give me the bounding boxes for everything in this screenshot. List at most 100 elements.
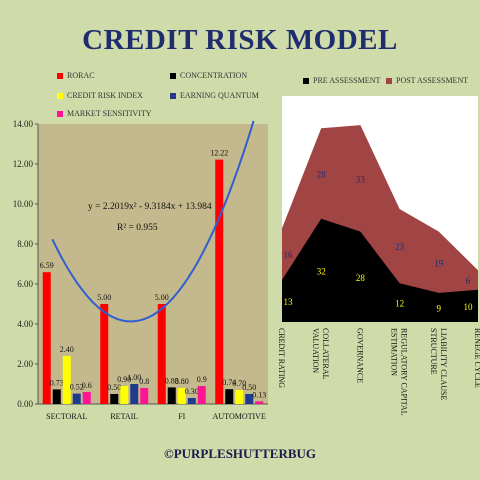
bar-rorac: [157, 304, 166, 404]
legend-earning-quantum: EARNING QUANTUM: [170, 91, 259, 100]
bar-credit-risk-index: [177, 388, 186, 404]
bar-rorac: [100, 304, 109, 404]
x-category-label: SECTORAL: [46, 412, 87, 421]
bar-concentration: [110, 394, 119, 404]
bar-data-label: 12.22: [210, 149, 228, 158]
legend-post-assessment: POST ASSESSMENT: [386, 76, 468, 85]
x-category-label-group: CREDIT RATING: [277, 328, 286, 388]
bar-data-label: 1.00: [127, 373, 141, 382]
legend-concentration: CONCENTRATION: [170, 71, 247, 80]
x-category-label: FI: [178, 412, 185, 421]
bar-data-label: 0.50: [242, 383, 256, 392]
legend-swatch-concentration: [170, 72, 176, 79]
bar-rorac: [42, 272, 51, 404]
x-category-label: AUTOMOTIVE: [213, 412, 266, 421]
x-category-label: LIABILITY CLAUSE: [439, 328, 448, 400]
bar-data-label: 0.70: [232, 379, 246, 388]
pre-assessment-data-label: 12: [395, 299, 404, 309]
bar-data-label: 0.13: [252, 390, 266, 399]
legend-label-post-assessment: POST ASSESSMENT: [396, 76, 469, 85]
pre-assessment-data-label: 13: [284, 297, 294, 307]
bar-concentration: [225, 389, 234, 404]
bar-data-label: 6.59: [40, 261, 54, 270]
pre-assessment-data-label: 9: [437, 303, 442, 313]
legend-swatch-credit-risk-index: [57, 92, 63, 99]
legend-label-earning-quantum: EARNING QUANTUM: [180, 91, 259, 100]
bar-data-label: 0.30: [185, 387, 199, 396]
bar-market-sensitivity: [82, 392, 91, 404]
y-tick-label: 12.00: [13, 159, 34, 169]
bar-earning-quantum: [72, 393, 81, 404]
legend-swatch-market-sensitivity: [57, 110, 63, 117]
legend-label-credit-risk-index: CREDIT RISK INDEX: [67, 91, 143, 100]
y-tick-label: 8.00: [17, 239, 33, 249]
bar-credit-risk-index: [62, 356, 71, 404]
legend-rorac: RORAC: [57, 71, 95, 80]
bar-data-label: 5.00: [97, 293, 111, 302]
legend-swatch-pre-assessment: [303, 77, 309, 84]
y-tick-label: 0.00: [17, 399, 33, 409]
x-category-label: REGULATORY CAPITAL: [400, 328, 409, 416]
post-assessment-data-label: 16: [284, 250, 294, 260]
legend-label-pre-assessment: PRE ASSESSMENT: [313, 76, 381, 85]
trendline-curve: [51, 120, 255, 323]
bar-market-sensitivity: [197, 386, 206, 404]
x-category-label: RETAIL: [110, 412, 138, 421]
bar-data-label: 2.40: [60, 345, 74, 354]
post-assessment-data-label: 28: [317, 169, 327, 179]
bar-data-label: 0.73: [50, 378, 64, 387]
bar-earning-quantum: [187, 398, 196, 404]
pre-assessment-data-label: 10: [464, 302, 474, 312]
bar-plot-area: [38, 124, 268, 404]
legend-market-sensitivity: MARKET SENSITIVITY: [57, 109, 152, 118]
trendline-r-squared: R² = 0.955: [117, 223, 158, 233]
bar-data-label: 0.6: [82, 381, 92, 390]
legend-swatch-post-assessment: [386, 77, 392, 84]
legend-label-concentration: CONCENTRATION: [180, 71, 248, 80]
bar-data-label: 0.52: [70, 383, 84, 392]
bar-market-sensitivity: [255, 401, 264, 404]
y-tick-label: 6.00: [17, 279, 33, 289]
x-category-label: RENEGE CYCLE: [473, 328, 480, 388]
bar-concentration: [167, 387, 176, 404]
post-assessment-data-label: 6: [466, 276, 471, 286]
page-title: CREDIT RISK MODEL: [82, 24, 398, 56]
post-assessment-data-label: 33: [356, 174, 366, 184]
legend-swatch-rorac: [57, 72, 63, 79]
x-category-label: STRUCTURE: [429, 328, 438, 375]
legend-swatch-earning-quantum: [170, 92, 176, 99]
x-category-label: GOVERNANCE: [355, 328, 364, 383]
bar-credit-risk-index: [120, 386, 129, 404]
area-pre-assessment: [282, 218, 478, 322]
x-category-label-group: RENEGE CYCLE: [473, 328, 480, 388]
x-category-label: COLLATERAL: [321, 328, 330, 380]
post-assessment-data-label: 23: [395, 242, 405, 252]
bar-credit-risk-index: [235, 390, 244, 404]
bar-data-label: 0.90: [117, 375, 131, 384]
x-category-label: ESTIMATION: [390, 328, 399, 376]
x-category-label: VALUATION: [311, 328, 320, 373]
x-category-label: CREDIT RATING: [277, 328, 286, 388]
pre-assessment-data-label: 28: [356, 273, 366, 283]
bar-data-label: 0.50: [107, 383, 121, 392]
bar-data-label: 0.8: [139, 377, 149, 386]
trendline-equation: y = 2.2019x² - 9.3184x + 13.984: [88, 202, 212, 212]
legend-pre-assessment: PRE ASSESSMENT: [303, 76, 380, 85]
bar-data-label: 0.9: [197, 375, 207, 384]
bar-earning-quantum: [245, 394, 254, 404]
y-tick-label: 14.00: [13, 119, 34, 129]
bar-data-label: 0.80: [175, 377, 189, 386]
footer-credit: ©PURPLESHUTTERBUG: [163, 446, 316, 461]
bar-market-sensitivity: [140, 388, 149, 404]
post-assessment-data-label: 19: [434, 258, 444, 268]
bar-concentration: [52, 389, 61, 404]
bar-rorac: [215, 159, 224, 404]
bar-earning-quantum: [130, 384, 139, 404]
y-tick-label: 2.00: [17, 359, 33, 369]
legend-credit-risk-index: CREDIT RISK INDEX: [57, 91, 143, 100]
pre-assessment-data-label: 32: [317, 266, 326, 276]
